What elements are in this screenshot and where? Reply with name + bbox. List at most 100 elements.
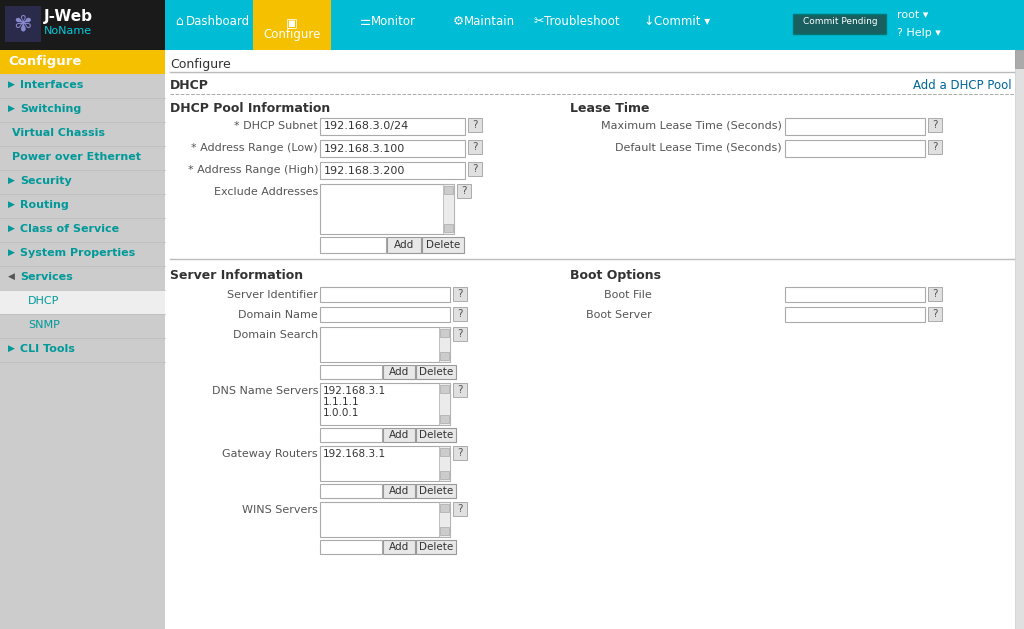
- Text: Server Identifier: Server Identifier: [227, 290, 318, 300]
- Bar: [928, 307, 942, 321]
- Bar: [0, 0, 1024, 50]
- Bar: [440, 527, 449, 535]
- Bar: [928, 287, 942, 301]
- Bar: [440, 471, 449, 479]
- Text: ⚙: ⚙: [453, 15, 464, 28]
- Text: Exclude Addresses: Exclude Addresses: [214, 187, 318, 197]
- Text: ?: ?: [472, 164, 478, 174]
- Bar: [416, 540, 456, 554]
- Bar: [319, 118, 465, 135]
- Bar: [319, 140, 465, 157]
- Bar: [453, 307, 467, 321]
- Text: Interfaces: Interfaces: [20, 80, 83, 90]
- Bar: [319, 237, 386, 253]
- Text: 1.0.0.1: 1.0.0.1: [323, 408, 359, 418]
- Bar: [785, 287, 925, 302]
- Bar: [165, 50, 1024, 629]
- Text: Virtual Chassis: Virtual Chassis: [12, 128, 105, 138]
- Text: ▣: ▣: [286, 16, 298, 29]
- Text: ?: ?: [458, 504, 463, 514]
- Text: ? Help ▾: ? Help ▾: [897, 28, 941, 38]
- Text: Domain Search: Domain Search: [232, 330, 318, 340]
- Text: Server Information: Server Information: [170, 269, 303, 282]
- Text: Add: Add: [389, 367, 410, 377]
- Text: System Properties: System Properties: [20, 248, 135, 258]
- Text: WINS Servers: WINS Servers: [243, 505, 318, 515]
- Text: ▶: ▶: [8, 224, 15, 233]
- Text: Class of Service: Class of Service: [20, 224, 119, 234]
- Bar: [453, 502, 467, 516]
- Bar: [793, 14, 886, 34]
- Text: Add: Add: [389, 486, 410, 496]
- Text: ?: ?: [932, 289, 938, 299]
- Text: Switching: Switching: [20, 104, 81, 114]
- Bar: [319, 484, 382, 498]
- Bar: [1015, 50, 1024, 629]
- Bar: [5, 6, 41, 42]
- Text: Configure: Configure: [263, 28, 321, 41]
- Bar: [440, 448, 449, 456]
- Bar: [439, 383, 450, 425]
- Text: ⚌: ⚌: [360, 15, 372, 28]
- Text: DHCP: DHCP: [170, 79, 209, 92]
- Text: Monitor: Monitor: [371, 15, 416, 28]
- Bar: [319, 383, 450, 425]
- Text: ?: ?: [458, 448, 463, 458]
- Text: ✂: ✂: [534, 15, 544, 28]
- Bar: [319, 365, 382, 379]
- Bar: [453, 327, 467, 341]
- Bar: [319, 307, 450, 322]
- Bar: [440, 385, 449, 393]
- Text: Commit ▾: Commit ▾: [654, 15, 710, 28]
- Text: root ▾: root ▾: [897, 10, 929, 20]
- Text: Security: Security: [20, 176, 72, 186]
- Bar: [422, 237, 464, 253]
- Bar: [440, 415, 449, 423]
- Text: ▶: ▶: [8, 248, 15, 257]
- Text: Default Lease Time (Seconds): Default Lease Time (Seconds): [615, 143, 782, 153]
- Text: Add: Add: [389, 542, 410, 552]
- Bar: [383, 365, 415, 379]
- Text: ?: ?: [458, 289, 463, 299]
- Text: DNS Name Servers: DNS Name Servers: [212, 386, 318, 396]
- Text: Commit Pending: Commit Pending: [803, 17, 878, 26]
- Text: 192.168.3.1: 192.168.3.1: [323, 386, 386, 396]
- Text: Services: Services: [20, 272, 73, 282]
- Bar: [785, 118, 925, 135]
- Bar: [468, 118, 482, 132]
- Text: ?: ?: [932, 309, 938, 319]
- Bar: [444, 186, 453, 194]
- Text: Delete: Delete: [426, 240, 460, 250]
- Text: ?: ?: [932, 142, 938, 152]
- Bar: [0, 50, 165, 629]
- Bar: [440, 504, 449, 512]
- Bar: [928, 118, 942, 132]
- Text: ▶: ▶: [8, 200, 15, 209]
- Bar: [416, 365, 456, 379]
- Text: Delete: Delete: [419, 430, 454, 440]
- Bar: [468, 162, 482, 176]
- Text: ▶: ▶: [8, 104, 15, 113]
- Text: Maximum Lease Time (Seconds): Maximum Lease Time (Seconds): [601, 121, 782, 131]
- Text: Dashboard: Dashboard: [186, 15, 250, 28]
- Text: Boot Server: Boot Server: [587, 310, 652, 320]
- Text: 1.1.1.1: 1.1.1.1: [323, 397, 359, 407]
- Bar: [785, 140, 925, 157]
- Bar: [0, 0, 165, 50]
- Text: ?: ?: [458, 385, 463, 395]
- Bar: [440, 329, 449, 337]
- Bar: [319, 446, 450, 481]
- Bar: [319, 287, 450, 302]
- Bar: [440, 352, 449, 360]
- Text: NoName: NoName: [44, 26, 92, 36]
- Bar: [416, 484, 456, 498]
- Bar: [785, 307, 925, 322]
- Text: Add: Add: [389, 430, 410, 440]
- Text: DHCP Pool Information: DHCP Pool Information: [170, 102, 331, 115]
- Text: Troubleshoot: Troubleshoot: [544, 15, 620, 28]
- Bar: [1015, 50, 1024, 68]
- Text: DHCP: DHCP: [28, 296, 59, 306]
- Text: * Address Range (High): * Address Range (High): [187, 165, 318, 175]
- Text: J-Web: J-Web: [44, 9, 93, 24]
- Text: ?: ?: [472, 120, 478, 130]
